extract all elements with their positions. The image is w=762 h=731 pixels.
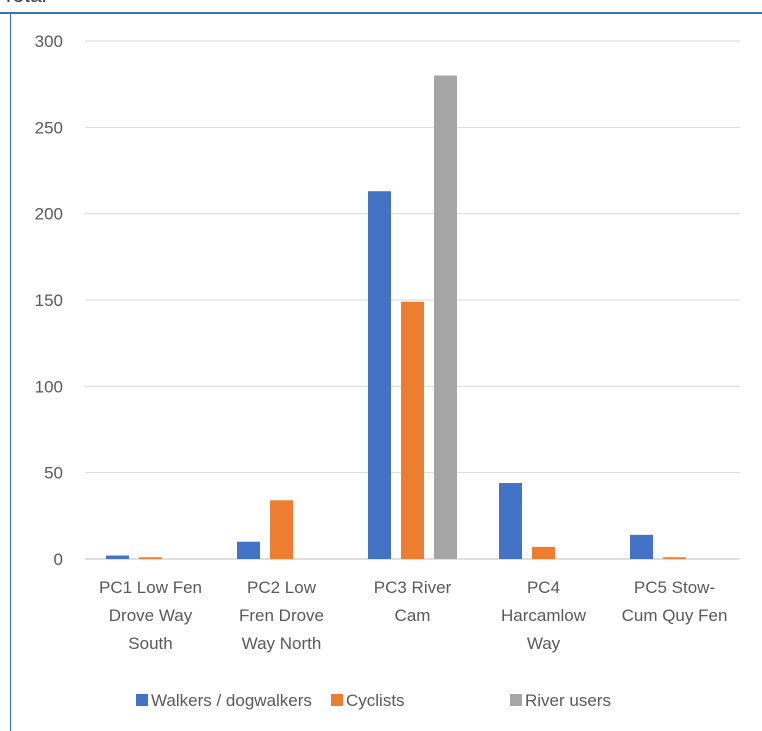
chart-title: Total — [2, 0, 46, 8]
x-category-label: PC3 River Cam — [374, 578, 452, 625]
bar-walkers-dogwalkers — [630, 534, 653, 559]
legend-swatch — [136, 694, 148, 706]
chart-title-strip: Total — [0, 0, 762, 14]
bar-walkers-dogwalkers — [237, 541, 260, 559]
legend-label: River users — [525, 691, 611, 710]
bar-cyclists — [139, 557, 162, 559]
x-category-label: PC5 Stow-Cum Quy Fen — [622, 578, 728, 625]
y-axis-ticks: 0 50 100 150 200 250 300 — [35, 32, 63, 569]
frame-left-border — [10, 14, 11, 731]
y-tick-label: 300 — [35, 32, 63, 51]
legend-label: Cyclists — [346, 691, 405, 710]
y-tick-label: 50 — [44, 464, 63, 483]
bar-walkers-dogwalkers — [499, 483, 522, 559]
bar-cyclists — [270, 500, 293, 559]
legend-label: Walkers / dogwalkers — [151, 691, 312, 710]
legend: Walkers / dogwalkers Cyclists River users — [136, 691, 611, 710]
bar-river-users — [434, 75, 457, 560]
y-tick-label: 200 — [35, 205, 63, 224]
x-category-label: PC1 Low Fen Drove Way South — [99, 578, 202, 653]
y-tick-label: 0 — [54, 550, 63, 569]
x-axis-labels: PC1 Low Fen Drove Way South PC2 Low Fren Dro… — [99, 578, 727, 653]
y-tick-label: 150 — [35, 291, 63, 310]
bar-cyclists — [663, 557, 686, 559]
y-tick-label: 250 — [35, 118, 63, 137]
x-category-label: PC4 Harcamlow Way — [501, 578, 587, 653]
legend-swatch — [331, 694, 343, 706]
bar-cyclists — [532, 546, 555, 559]
bar-walkers-dogwalkers — [368, 191, 391, 559]
y-tick-label: 100 — [35, 377, 63, 396]
bar-walkers-dogwalkers — [106, 555, 129, 559]
bars — [106, 75, 686, 560]
x-category-label: PC2 Low Fren Drove Way North — [239, 578, 324, 653]
legend-swatch — [510, 694, 522, 706]
bar-cyclists — [401, 301, 424, 559]
